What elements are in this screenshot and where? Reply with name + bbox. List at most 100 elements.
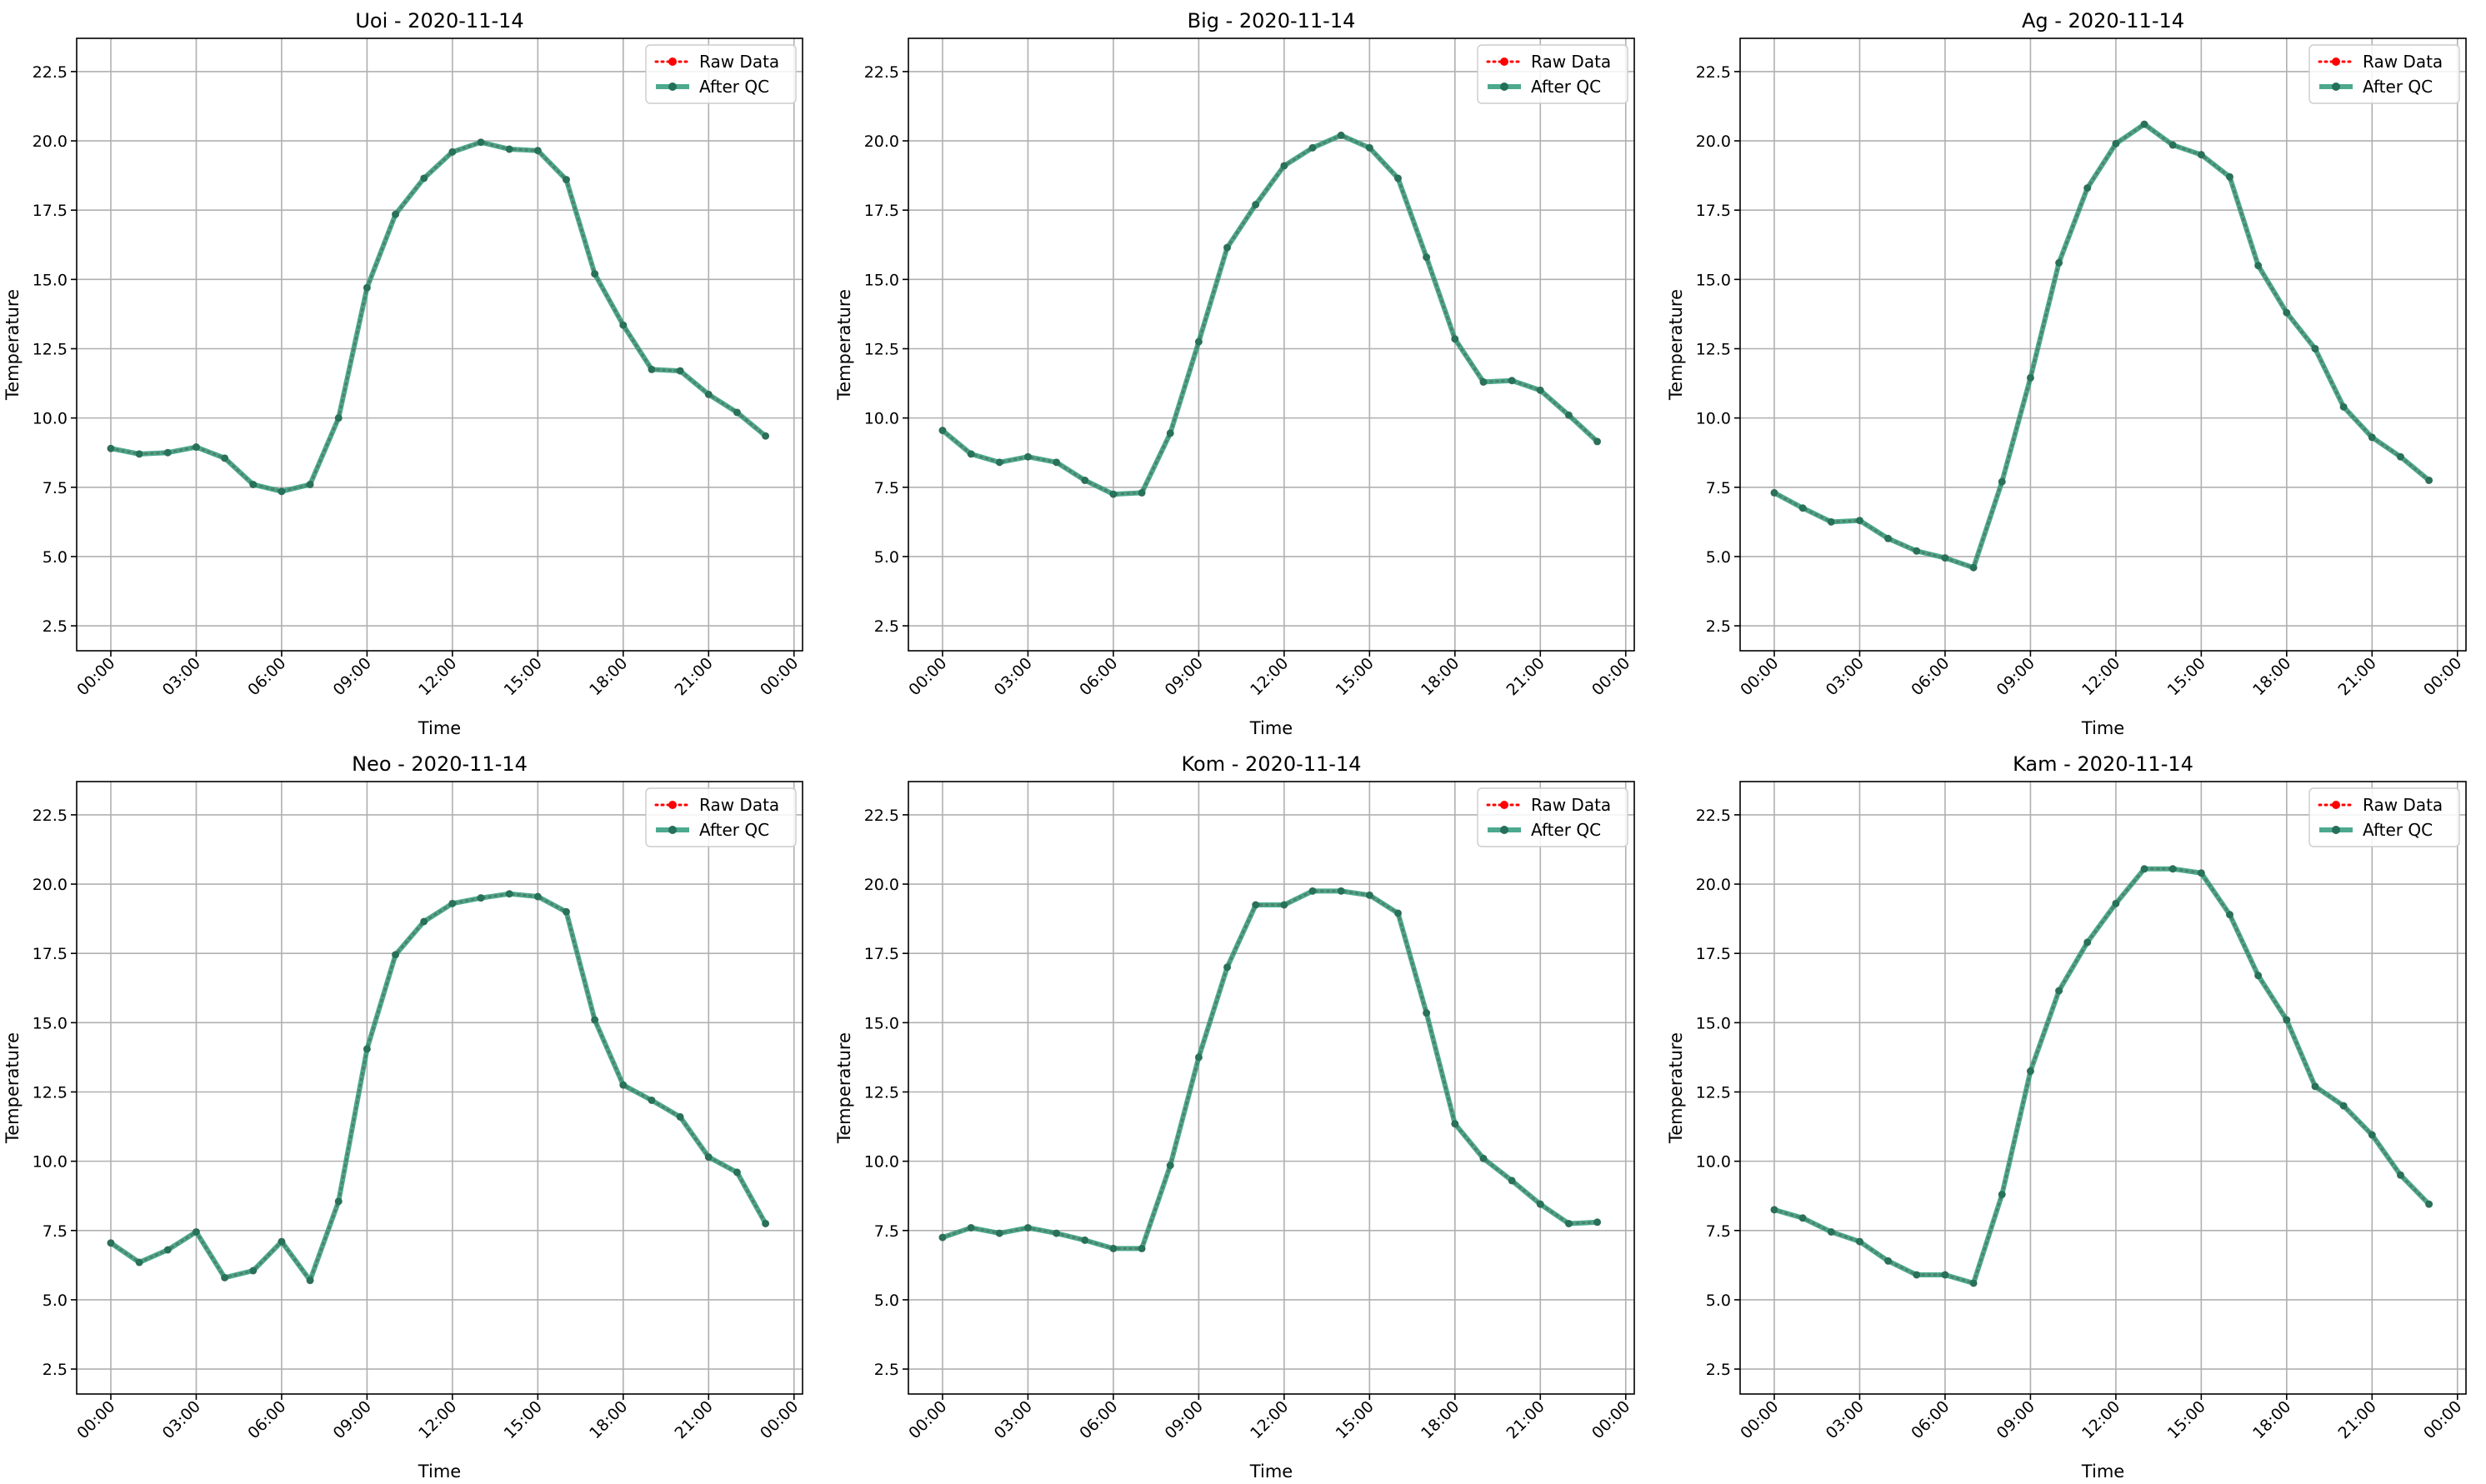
y-tick-label: 15.0 (1696, 1014, 1731, 1032)
after-qc-point (1081, 476, 1089, 484)
x-tick-label: 03:00 (159, 654, 204, 699)
x-tick-label: 03:00 (159, 1397, 204, 1442)
after-qc-point (278, 487, 286, 496)
x-tick-label: 15:00 (1333, 1397, 1378, 1442)
y-tick-label: 22.5 (1696, 807, 1731, 825)
after-qc-point (2368, 433, 2376, 442)
after-qc-point (448, 899, 457, 907)
x-tick-label: 00:00 (2420, 1397, 2465, 1442)
y-tick-label: 12.5 (33, 1083, 68, 1102)
legend: Raw Data After QC (645, 787, 797, 847)
x-axis-label: Time (418, 718, 461, 738)
y-tick-label: 15.0 (864, 271, 899, 289)
x-tick-label: 06:00 (244, 654, 289, 699)
raw-data-line (941, 889, 1599, 1250)
x-tick-label: 12:00 (1247, 1397, 1292, 1442)
y-tick-label: 2.5 (43, 1361, 68, 1379)
x-tick-label: 09:00 (1162, 654, 1207, 699)
x-tick-label: 00:00 (905, 1397, 950, 1442)
x-axis-label: Time (418, 1462, 461, 1482)
y-tick-label: 5.0 (43, 1292, 68, 1310)
after-qc-point (1593, 1218, 1602, 1227)
y-axis-label: Temperature (834, 289, 854, 401)
y-axis-label: Temperature (834, 1032, 854, 1144)
x-axis-label: Time (1249, 718, 1293, 738)
after-qc-point (2083, 184, 2092, 192)
legend-raw-label: Raw Data (2363, 795, 2443, 815)
x-tick-label: 03:00 (991, 654, 1036, 699)
series-raw-data (938, 887, 1601, 1252)
after-qc-point (1252, 901, 1260, 909)
after-qc-point (1223, 963, 1232, 972)
after-qc-point (1479, 1154, 1488, 1162)
after-qc-point (1109, 1244, 1118, 1252)
after-qc-point (221, 1273, 229, 1282)
after-qc-point (1827, 517, 1835, 526)
x-tick-label: 15:00 (501, 1397, 546, 1442)
grid (77, 38, 803, 651)
after-qc-point (1223, 243, 1232, 252)
x-axis-label: Time (1249, 1462, 1293, 1482)
y-tick-label: 17.5 (33, 945, 68, 963)
after-qc-point (1969, 1279, 1978, 1287)
raw-data-line (109, 141, 768, 493)
y-tick-label: 17.5 (1696, 202, 1731, 220)
y-tick-label: 10.0 (1696, 1153, 1731, 1172)
after-qc-point (1536, 1200, 1544, 1208)
after-qc-point (2425, 476, 2433, 484)
after-qc-point (995, 1229, 1003, 1237)
after-qc-point (1855, 517, 1863, 525)
y-tick-label: 5.0 (874, 548, 899, 567)
after-qc-point (420, 917, 428, 926)
after-qc-point (420, 174, 428, 182)
legend-raw-marker (1500, 57, 1508, 66)
after-qc-point (676, 1112, 684, 1121)
y-tick-label: 10.0 (33, 410, 68, 428)
after-qc-point (1564, 1219, 1573, 1227)
after-qc-point (1998, 477, 2006, 486)
after-qc-point (1998, 1191, 2006, 1199)
plot-frame (1739, 37, 2467, 652)
y-tick-label: 20.0 (33, 876, 68, 894)
x-axis-label: Time (2081, 718, 2124, 738)
after-qc-point (733, 408, 741, 417)
y-tick-label: 2.5 (874, 1361, 899, 1379)
after-qc-point (505, 145, 513, 153)
after-qc-point (2311, 1082, 2319, 1091)
after-qc-point (2197, 151, 2205, 159)
y-tick-label: 20.0 (33, 132, 68, 151)
chart-panel-1: 2.5 5.0 7.5 10.0 12.5 15.0 17.5 20.0 22.5 00:00 03… (3, 9, 803, 738)
x-tick-label: 21:00 (1503, 654, 1548, 699)
after-qc-point (392, 210, 400, 218)
y-tick-label: 5.0 (43, 548, 68, 567)
after-qc-point (2197, 869, 2205, 877)
x-tick-label: 18:00 (1418, 654, 1463, 699)
after-qc-point (2396, 1171, 2404, 1179)
legend-raw-marker (668, 57, 677, 66)
legend: Raw Data After QC (2308, 787, 2460, 847)
y-tick-label: 15.0 (1696, 271, 1731, 289)
after-qc-point (1593, 437, 1602, 446)
after-qc-point (2168, 141, 2177, 149)
y-tick-label: 22.5 (33, 807, 68, 825)
after-qc-point (2254, 262, 2263, 270)
after-qc-point (1194, 337, 1203, 346)
after-qc-point (2425, 1200, 2433, 1208)
legend-qc-marker (2332, 826, 2340, 834)
after-qc-point (1365, 891, 1373, 899)
after-qc-point (135, 1258, 143, 1267)
x-tick-label: 18:00 (2249, 1397, 2294, 1442)
series-raw-data (107, 890, 769, 1284)
after-qc-point (591, 270, 599, 278)
y-tick-label: 12.5 (1696, 340, 1731, 358)
chart-panel-5: 2.5 5.0 7.5 10.0 12.5 15.0 17.5 20.0 22.5 00:00 03… (834, 752, 1635, 1482)
after-qc-point (249, 480, 258, 488)
after-qc-point (1564, 411, 1573, 419)
after-qc-point (1479, 377, 1488, 386)
after-qc-point (135, 450, 143, 458)
legend-raw-label: Raw Data (1531, 795, 1611, 815)
after-qc-point (363, 283, 371, 292)
legend-raw-label: Raw Data (2363, 52, 2443, 72)
after-qc-point (2140, 120, 2148, 128)
